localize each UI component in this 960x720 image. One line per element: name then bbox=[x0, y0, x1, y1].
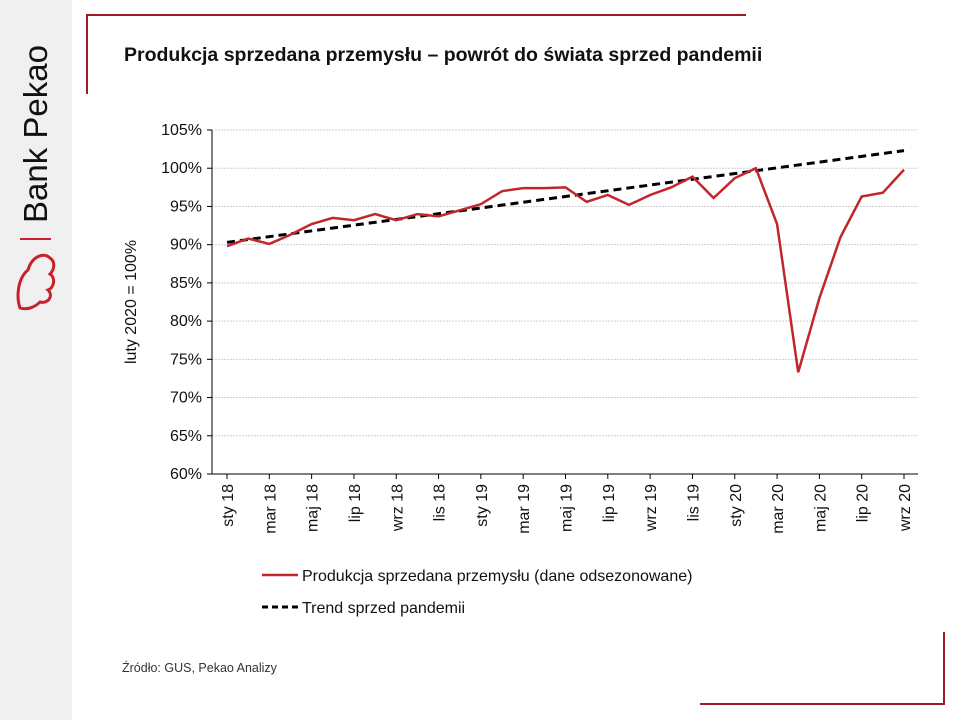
x-tick-label: lip 18 bbox=[347, 484, 364, 522]
x-tick-label: wrz 18 bbox=[389, 484, 406, 532]
x-tick-label: wrz 19 bbox=[643, 484, 660, 532]
x-tick-label: sty 19 bbox=[474, 484, 491, 527]
x-tick-label: maj 20 bbox=[812, 484, 829, 532]
source-note: Źródło: GUS, Pekao Analizy bbox=[122, 661, 277, 675]
y-tick-label: 95% bbox=[170, 198, 202, 215]
x-tick-label: mar 20 bbox=[770, 484, 787, 534]
y-tick-label: 90% bbox=[170, 237, 202, 254]
y-tick-label: 65% bbox=[170, 428, 202, 445]
x-tick-label: lip 19 bbox=[601, 484, 618, 522]
x-tick-label: wrz 20 bbox=[897, 484, 914, 532]
frame-bottom-line bbox=[700, 703, 945, 705]
x-tick-label: maj 19 bbox=[559, 484, 576, 532]
y-tick-label: 100% bbox=[161, 160, 202, 177]
x-tick-label: mar 18 bbox=[262, 484, 279, 534]
sidebar: Bank Pekao bbox=[0, 0, 72, 720]
frame-right-line bbox=[943, 632, 945, 705]
x-tick-label: sty 18 bbox=[220, 484, 237, 527]
logo-divider bbox=[20, 238, 51, 240]
x-tick-label: lis 19 bbox=[685, 484, 702, 521]
production-line bbox=[226, 166, 905, 373]
y-tick-label: 105% bbox=[161, 122, 202, 139]
trend-line bbox=[226, 149, 905, 244]
x-tick-label: maj 18 bbox=[305, 484, 322, 532]
legend-label-production: Produkcja sprzedana przemysłu (dane odse… bbox=[302, 568, 692, 585]
x-tick-label: sty 20 bbox=[728, 484, 745, 527]
x-tick-label: lis 18 bbox=[432, 484, 449, 521]
y-tick-label: 60% bbox=[170, 466, 202, 483]
pekao-bison-logo-icon bbox=[16, 253, 56, 311]
y-tick-label: 85% bbox=[170, 275, 202, 292]
y-tick-label: 75% bbox=[170, 351, 202, 368]
y-axis-label: luty 2020 = 100% bbox=[123, 240, 140, 364]
frame-left-line bbox=[86, 14, 88, 94]
x-tick-label: mar 19 bbox=[516, 484, 533, 534]
page-title: Produkcja sprzedana przemysłu – powrót d… bbox=[124, 44, 763, 66]
y-tick-label: 70% bbox=[170, 390, 202, 407]
frame-top-line bbox=[86, 14, 746, 16]
legend-label-trend: Trend sprzed pandemii bbox=[302, 600, 465, 617]
x-tick-label: lip 20 bbox=[855, 484, 872, 522]
y-tick-label: 80% bbox=[170, 313, 202, 330]
